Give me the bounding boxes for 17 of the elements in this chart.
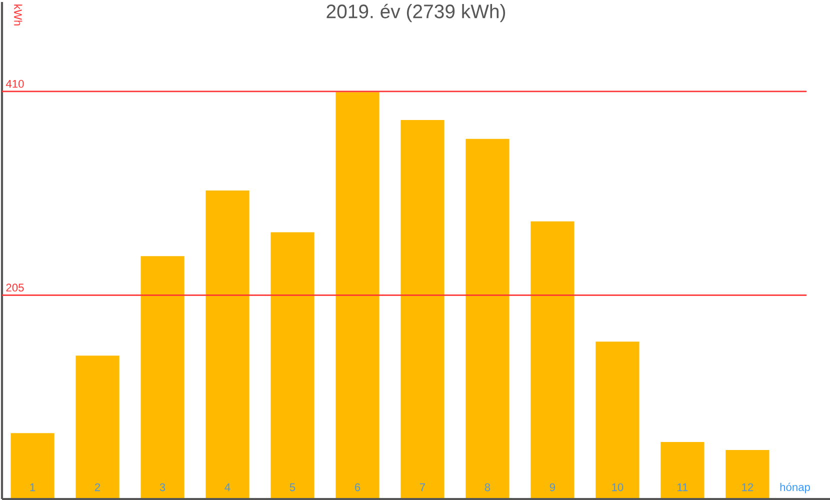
x-tick-label: 11 bbox=[678, 483, 688, 492]
x-tick-label: 2 bbox=[95, 483, 100, 492]
x-tick-label: 9 bbox=[550, 483, 556, 492]
x-tick-label: 7 bbox=[420, 483, 426, 492]
x-tick-label: 3 bbox=[160, 483, 166, 492]
x-tick-label: 4 bbox=[224, 483, 230, 492]
x-tick-label: 8 bbox=[484, 483, 490, 492]
x-tick-label: 5 bbox=[290, 483, 296, 492]
x-tick-label: 6 bbox=[354, 483, 360, 492]
y-tick-label: 410 bbox=[6, 80, 24, 88]
x-tick-label: 10 bbox=[612, 483, 624, 492]
chart-title: 2019. év (2739 kWh) bbox=[326, 4, 506, 22]
y-axis-title: kWh bbox=[14, 4, 22, 26]
x-axis-title: hónap bbox=[780, 482, 810, 494]
x-tick-label: 12 bbox=[742, 483, 754, 492]
x-tick-label: 1 bbox=[30, 483, 36, 492]
y-tick-label: 205 bbox=[6, 284, 24, 292]
